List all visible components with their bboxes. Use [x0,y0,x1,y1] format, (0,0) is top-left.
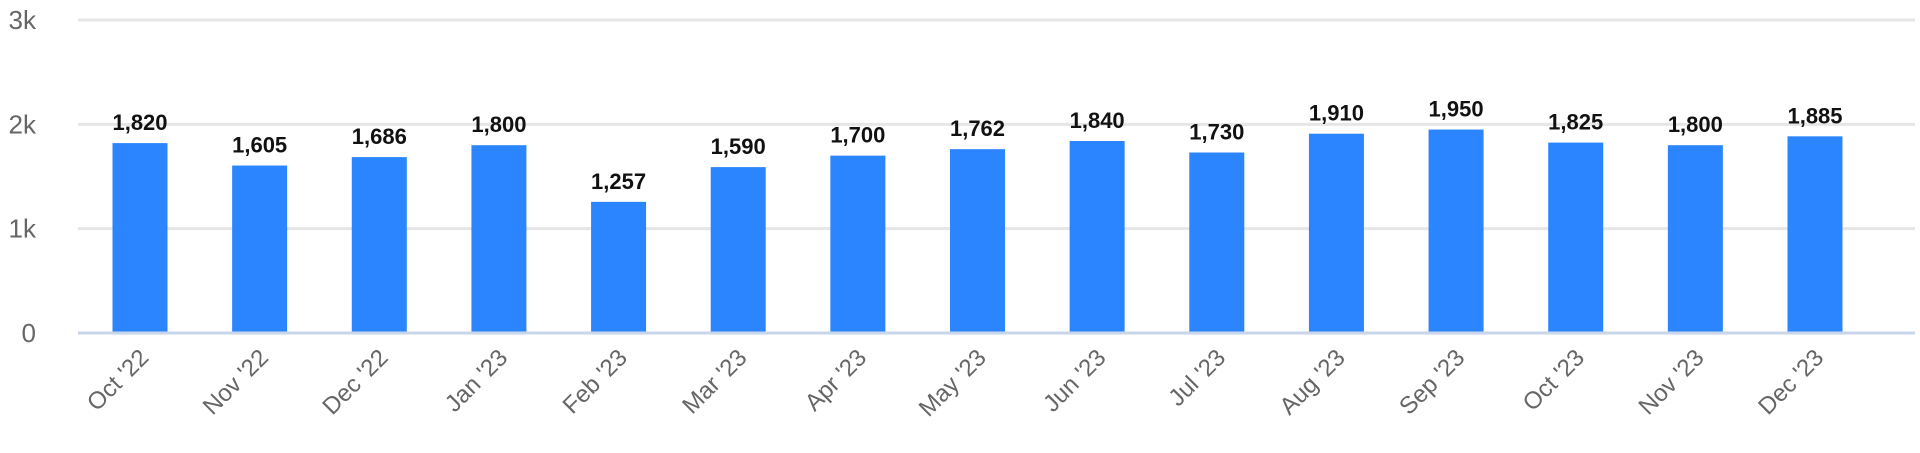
y-tick-label: 0 [22,318,36,348]
x-tick-label: Nov '23 [1633,344,1709,420]
data-label: 1,590 [711,134,766,159]
y-tick-label: 3k [9,5,37,35]
x-axis-ticks: Oct '22 Nov '22 Dec '22 Jan '23 Feb '23 Mar '… [82,344,1829,422]
y-tick-label: 2k [9,109,37,139]
data-label: 1,257 [591,169,646,194]
bar [112,143,168,332]
data-label: 1,950 [1429,97,1484,122]
x-tick-label: Dec '22 [317,344,393,420]
data-label: 1,762 [950,116,1005,141]
bar [710,167,766,332]
bar [1189,152,1245,332]
x-tick-label: Jan '23 [440,344,513,417]
data-label: 1,910 [1309,101,1364,126]
data-label: 1,700 [830,123,885,148]
x-tick-label: May '23 [914,344,992,422]
x-tick-label: Jun '23 [1038,344,1111,417]
bar [1787,136,1843,332]
data-label: 1,820 [112,110,167,135]
bar [471,145,527,332]
x-tick-label: Feb '23 [558,344,633,419]
bar [351,157,407,332]
data-label: 1,825 [1548,110,1603,135]
x-tick-label: Sep '23 [1394,344,1470,420]
x-tick-label: Nov '22 [198,344,274,420]
bar [830,155,886,332]
x-tick-label: Aug '23 [1275,344,1351,420]
x-tick-label: Oct '23 [1518,344,1590,416]
bar [1069,141,1125,332]
bar [1667,145,1723,332]
data-label: 1,686 [352,124,407,149]
bar [1308,133,1364,332]
data-label: 1,885 [1787,103,1842,128]
bar [232,165,288,332]
data-label: 1,800 [471,112,526,137]
x-tick-label: Mar '23 [677,344,752,419]
data-label: 1,730 [1189,120,1244,145]
data-labels: 1,820 1,605 1,686 1,800 1,257 1,590 1,700 1,762… [112,97,1842,194]
bars [112,129,1843,332]
y-tick-label: 1k [9,214,37,244]
bar [591,201,647,332]
data-label: 1,800 [1668,112,1723,137]
bar [950,149,1005,332]
x-tick-label: Jul '23 [1163,344,1231,412]
bar [1548,142,1604,332]
data-label: 1,605 [232,133,287,158]
data-label: 1,840 [1070,108,1125,133]
x-tick-label: Dec '23 [1753,344,1829,420]
x-tick-label: Oct '22 [82,344,154,416]
y-axis-ticks: 0 1k 2k 3k [9,5,37,348]
x-tick-label: Apr '23 [800,344,872,416]
bar [1428,129,1484,332]
